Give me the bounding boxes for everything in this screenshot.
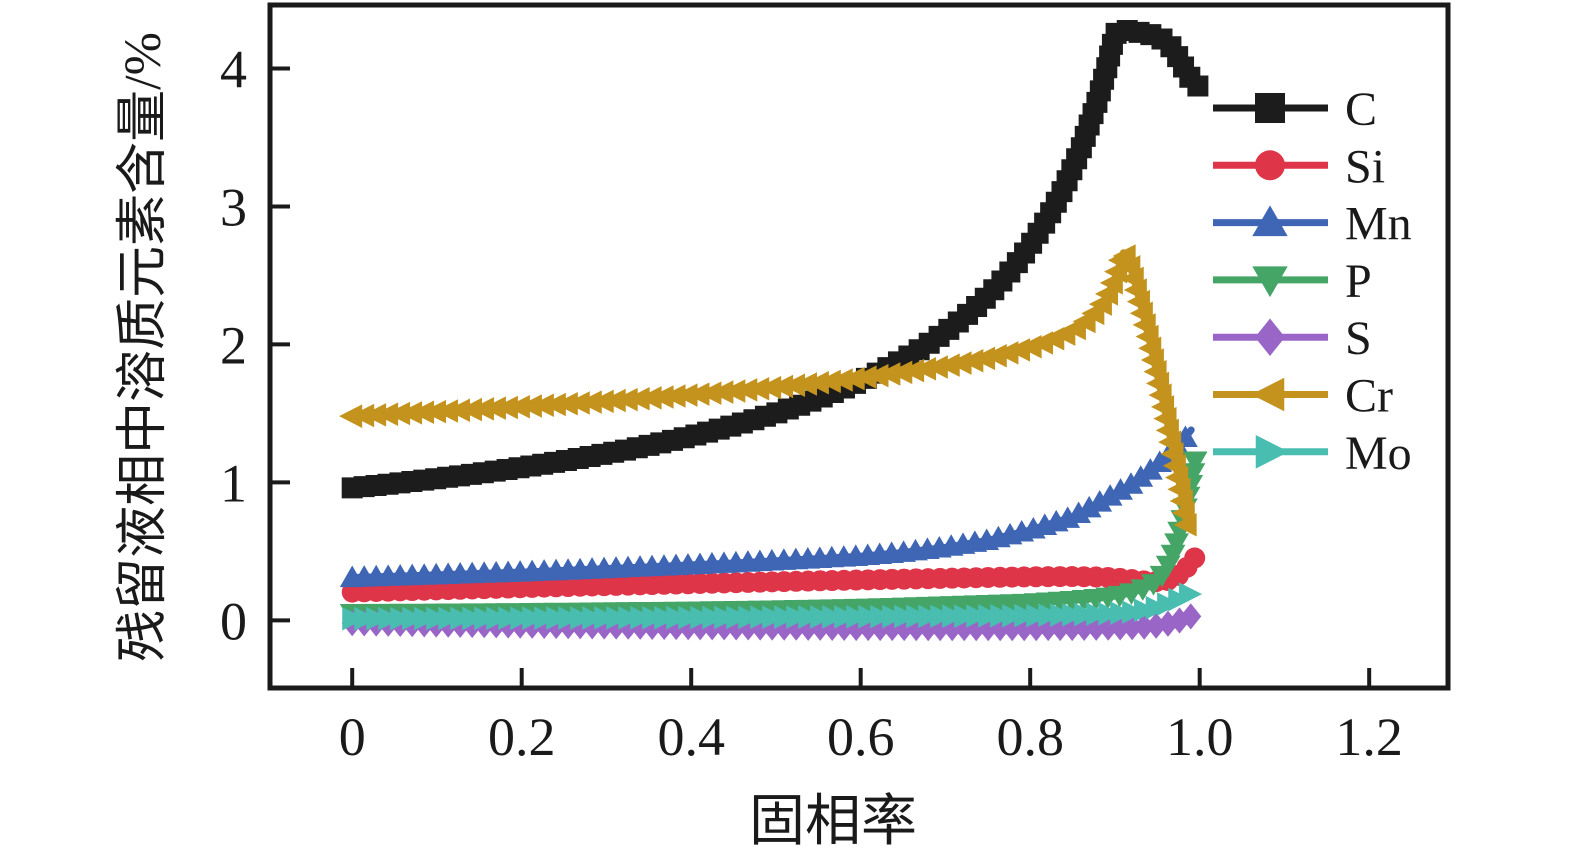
series-Cr [339,244,1197,537]
series-layer [339,19,1209,642]
y-axis-label: 残留液相中溶质元素含量/% [115,32,172,662]
legend-item-Cr: Cr [1213,370,1393,423]
series-markers-Mo [342,582,1203,631]
x-tick-label: 1.2 [1335,707,1403,767]
y-tick-label: 4 [220,39,247,99]
series-Mo [342,582,1203,631]
legend-marker-diamond-icon [1255,318,1285,356]
legend-label: Mn [1345,198,1412,251]
y-tick-label: 1 [220,453,247,513]
legend-marker-circle-icon [1255,150,1286,181]
legend-label: S [1345,312,1372,365]
x-axis-label: 固相率 [749,791,917,853]
x-tick-label: 0 [339,707,366,767]
x-tick-label: 0.6 [827,707,895,767]
series-markers-Cr [339,244,1197,537]
tick-layer [270,66,1372,688]
legend-label: Cr [1345,370,1393,423]
x-tick-label: 0.8 [996,707,1064,767]
y-tick-label: 2 [220,315,247,375]
legend-item-C: C [1213,83,1377,136]
legend-item-P: P [1213,255,1372,308]
legend-label: Si [1345,140,1385,193]
legend-label: P [1345,255,1372,308]
y-tick-label: 0 [220,591,247,651]
legend-marker-triangle-left-icon [1251,377,1285,412]
tick-label-layer: 0 0.2 0.4 0.6 0.8 1.0 1.2 0 1 2 3 4 [220,39,1403,767]
legend-item-S: S [1213,312,1372,365]
legend-item-Si: Si [1213,140,1385,193]
legend-marker-triangle-up-icon [1252,205,1288,237]
series-markers-Mn [339,425,1198,588]
legend-item-Mo: Mo [1213,427,1412,480]
series-Mn [339,425,1198,588]
legend-marker-square-icon [1255,93,1285,123]
series-markers-C [341,19,1209,499]
legend-marker-triangle-down-icon [1252,266,1288,298]
legend-label: Mo [1345,427,1412,480]
series-markers-Si [341,547,1206,603]
legend-marker-triangle-right-icon [1255,435,1289,469]
x-tick-label: 0.4 [657,707,725,767]
legend-item-Mn: Mn [1213,198,1412,251]
legend-label: C [1345,83,1377,136]
x-tick-label: 1.0 [1166,707,1234,767]
x-tick-label: 0.2 [488,707,556,767]
y-tick-label: 3 [220,177,247,237]
